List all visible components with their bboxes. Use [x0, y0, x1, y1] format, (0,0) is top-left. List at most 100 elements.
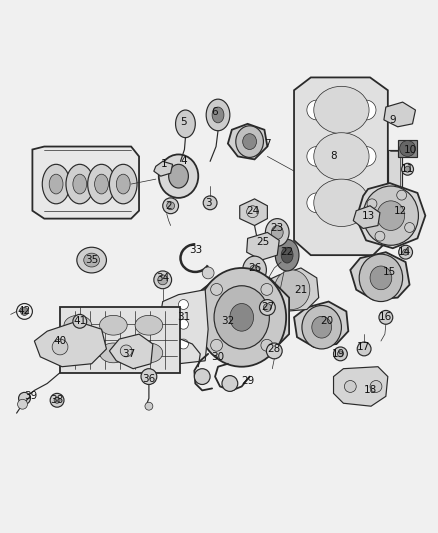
Ellipse shape — [117, 174, 130, 194]
Circle shape — [261, 340, 273, 351]
Text: 18: 18 — [364, 385, 377, 395]
Text: 35: 35 — [85, 255, 98, 265]
Ellipse shape — [159, 155, 198, 198]
Circle shape — [154, 271, 172, 289]
Ellipse shape — [302, 305, 342, 349]
Text: 24: 24 — [246, 206, 259, 216]
Circle shape — [259, 300, 275, 316]
Text: 10: 10 — [404, 144, 417, 155]
Text: 42: 42 — [18, 306, 31, 317]
Text: 40: 40 — [53, 336, 67, 346]
Circle shape — [179, 319, 188, 329]
Bar — [398, 140, 417, 157]
Polygon shape — [159, 290, 208, 364]
Text: 8: 8 — [330, 151, 337, 161]
Polygon shape — [333, 367, 388, 406]
Text: 14: 14 — [398, 247, 411, 257]
Text: 25: 25 — [256, 237, 269, 247]
Ellipse shape — [42, 164, 70, 204]
Circle shape — [307, 100, 327, 120]
Circle shape — [250, 265, 259, 275]
Circle shape — [158, 275, 168, 285]
Circle shape — [18, 399, 28, 409]
Ellipse shape — [95, 174, 109, 194]
Text: 20: 20 — [320, 316, 333, 326]
Polygon shape — [154, 161, 173, 176]
Bar — [60, 308, 180, 373]
Circle shape — [367, 199, 377, 209]
Circle shape — [52, 339, 68, 355]
Text: 4: 4 — [180, 156, 187, 166]
Ellipse shape — [271, 225, 283, 239]
Polygon shape — [265, 268, 319, 311]
Polygon shape — [247, 232, 279, 260]
Ellipse shape — [265, 219, 289, 246]
Text: 2: 2 — [165, 201, 172, 211]
Circle shape — [73, 314, 87, 328]
Polygon shape — [350, 252, 410, 300]
Ellipse shape — [206, 99, 230, 131]
Text: 7: 7 — [264, 139, 271, 149]
Circle shape — [405, 223, 414, 232]
Ellipse shape — [49, 174, 63, 194]
Circle shape — [402, 163, 413, 175]
Polygon shape — [356, 183, 425, 248]
Circle shape — [194, 369, 210, 384]
Circle shape — [120, 345, 132, 357]
Text: 5: 5 — [180, 117, 187, 127]
Text: 1: 1 — [160, 159, 167, 169]
Text: 32: 32 — [221, 316, 234, 326]
Circle shape — [145, 402, 153, 410]
Circle shape — [202, 267, 214, 279]
Ellipse shape — [84, 253, 99, 267]
Polygon shape — [384, 102, 416, 127]
Circle shape — [356, 193, 376, 213]
Ellipse shape — [66, 164, 94, 204]
Text: 28: 28 — [268, 344, 281, 354]
Circle shape — [211, 284, 223, 295]
Circle shape — [403, 249, 409, 255]
Text: 30: 30 — [212, 352, 225, 362]
Text: 39: 39 — [24, 391, 37, 401]
Ellipse shape — [99, 316, 127, 335]
Ellipse shape — [377, 201, 405, 230]
Circle shape — [54, 397, 60, 403]
Text: 22: 22 — [280, 247, 294, 257]
Text: 9: 9 — [389, 115, 396, 125]
Text: 15: 15 — [383, 267, 396, 277]
Text: 19: 19 — [332, 349, 345, 359]
Polygon shape — [110, 334, 153, 369]
Circle shape — [222, 376, 238, 391]
Circle shape — [375, 231, 385, 241]
Circle shape — [307, 193, 327, 213]
Text: 12: 12 — [394, 206, 407, 216]
Ellipse shape — [275, 239, 299, 271]
Circle shape — [21, 308, 28, 316]
Ellipse shape — [230, 303, 254, 331]
Ellipse shape — [236, 126, 263, 157]
Ellipse shape — [99, 343, 127, 363]
Ellipse shape — [169, 164, 188, 188]
Circle shape — [370, 381, 382, 392]
Circle shape — [266, 343, 282, 359]
Circle shape — [50, 393, 64, 407]
Text: 34: 34 — [156, 273, 170, 283]
Polygon shape — [240, 199, 267, 225]
Text: 36: 36 — [142, 374, 155, 384]
Circle shape — [344, 381, 356, 392]
Circle shape — [337, 351, 343, 357]
Ellipse shape — [77, 247, 106, 273]
Text: 23: 23 — [271, 223, 284, 233]
Circle shape — [179, 300, 188, 310]
Polygon shape — [353, 206, 380, 229]
Text: 41: 41 — [73, 316, 86, 326]
Text: 37: 37 — [123, 349, 136, 359]
Ellipse shape — [243, 256, 266, 284]
Circle shape — [261, 284, 273, 295]
Text: 26: 26 — [248, 263, 261, 273]
Ellipse shape — [135, 316, 163, 335]
Ellipse shape — [274, 270, 310, 310]
Ellipse shape — [176, 110, 195, 138]
Ellipse shape — [363, 186, 418, 245]
Text: 17: 17 — [357, 342, 370, 352]
